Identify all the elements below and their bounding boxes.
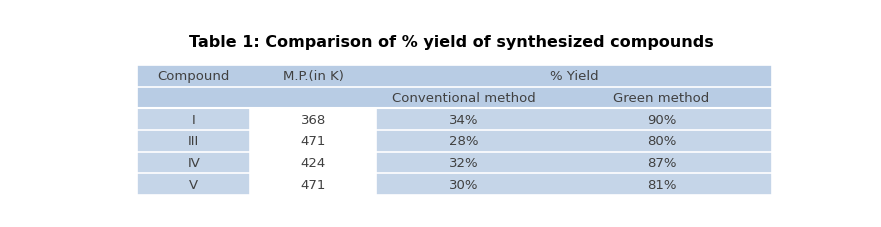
Text: 30%: 30% xyxy=(448,178,478,191)
Text: 90%: 90% xyxy=(647,113,676,126)
Text: 87%: 87% xyxy=(647,156,677,169)
Text: Compound: Compound xyxy=(158,70,230,83)
Text: Green method: Green method xyxy=(613,91,709,104)
Text: 368: 368 xyxy=(300,113,326,126)
Text: 34%: 34% xyxy=(448,113,478,126)
Text: 32%: 32% xyxy=(448,156,478,169)
Text: % Yield: % Yield xyxy=(550,70,599,83)
Text: III: III xyxy=(189,135,199,148)
Text: 81%: 81% xyxy=(647,178,677,191)
Text: M.P.(in K): M.P.(in K) xyxy=(283,70,344,83)
Text: Table 1: Comparison of % yield of synthesized compounds: Table 1: Comparison of % yield of synthe… xyxy=(189,35,714,49)
Text: 471: 471 xyxy=(300,135,326,148)
Text: Conventional method: Conventional method xyxy=(391,91,536,104)
Bar xyxy=(137,109,773,195)
Text: IV: IV xyxy=(188,156,200,169)
Text: V: V xyxy=(189,178,198,191)
Text: 424: 424 xyxy=(300,156,326,169)
Text: 471: 471 xyxy=(300,178,326,191)
Text: 80%: 80% xyxy=(647,135,676,148)
Bar xyxy=(250,109,376,195)
Text: 28%: 28% xyxy=(448,135,478,148)
Text: I: I xyxy=(192,113,196,126)
Bar xyxy=(137,66,773,109)
